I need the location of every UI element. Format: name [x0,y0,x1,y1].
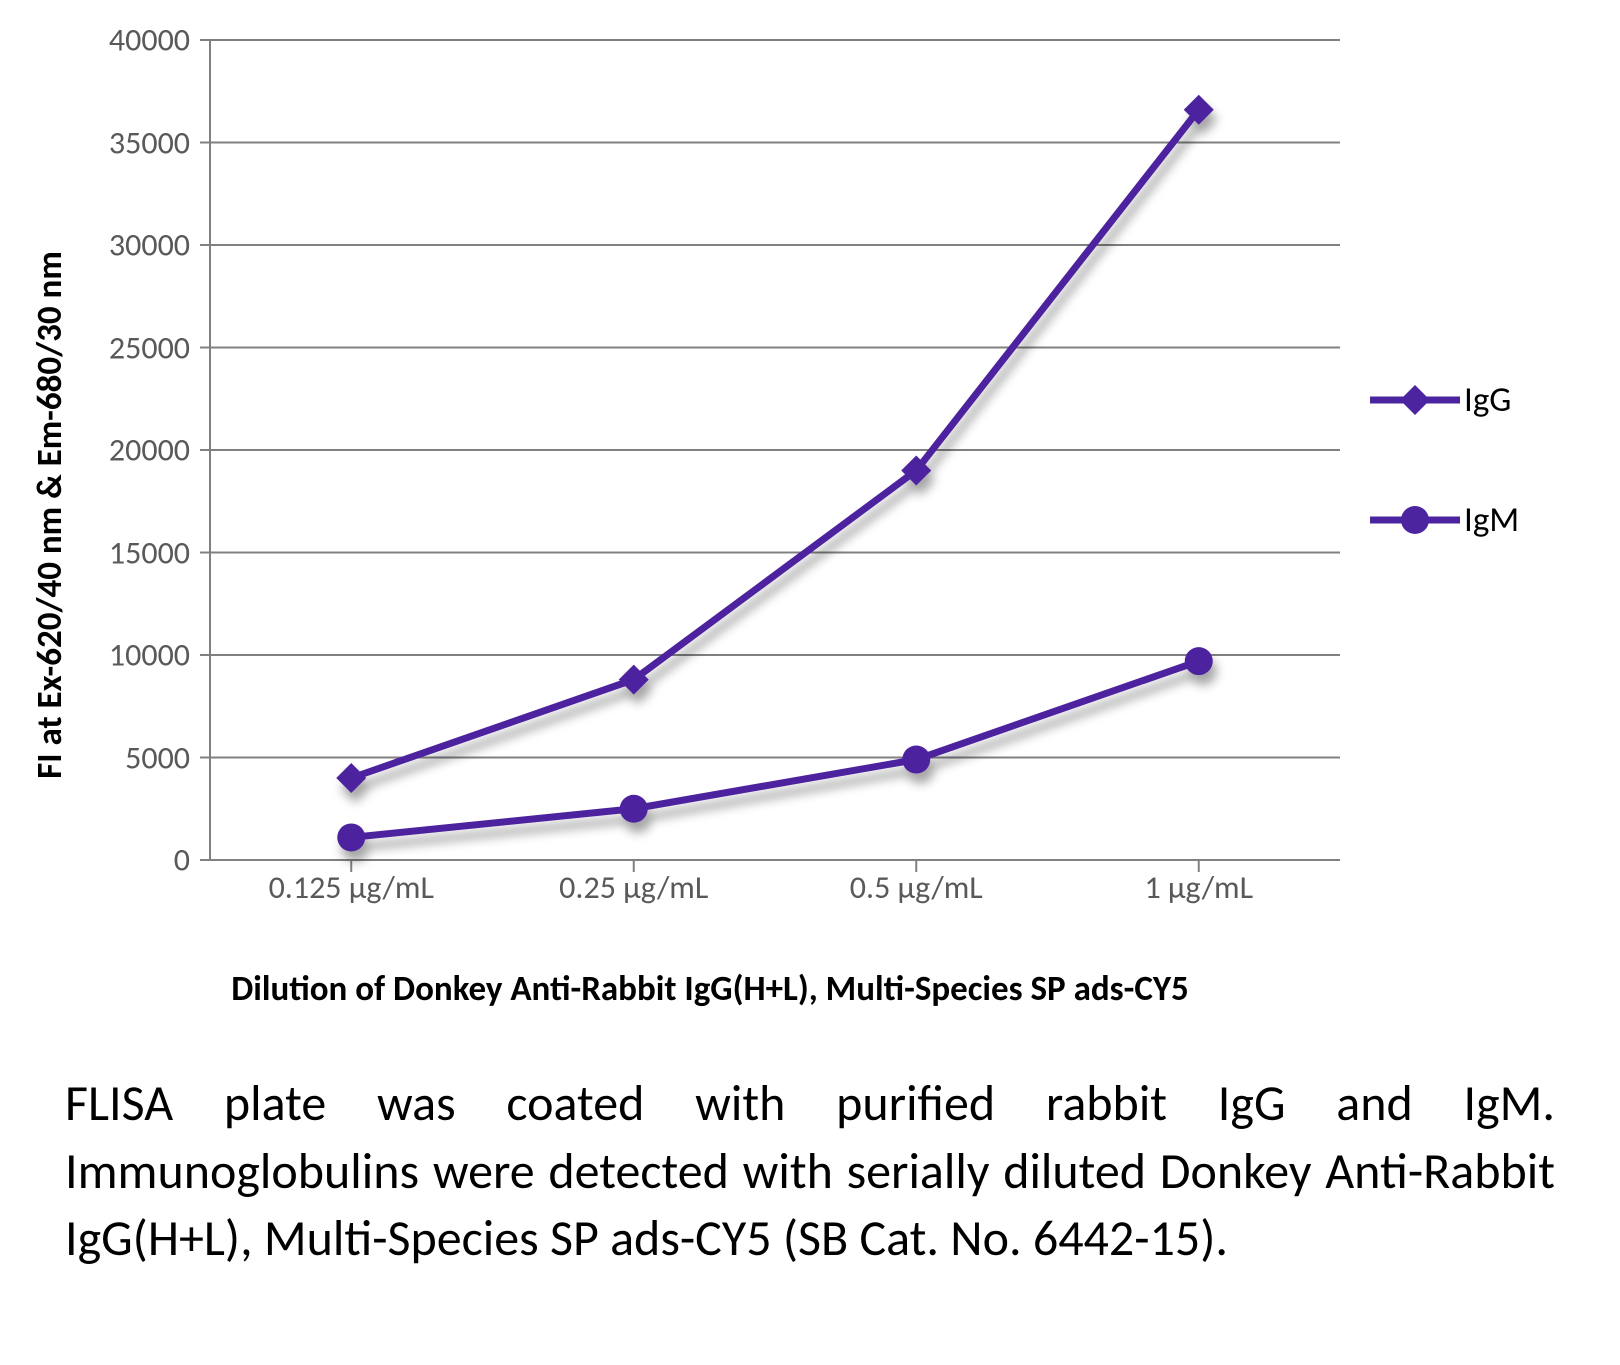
y-tick-label: 5000 [70,738,190,777]
chart-area: FI at Ex-620/40 nm & Em-680/30 nm IgGIgM… [40,20,1580,1010]
legend: IgG IgM [1370,380,1570,620]
legend-label: IgG [1464,379,1511,421]
legend-label: IgM [1464,499,1519,541]
legend-marker [1370,385,1460,415]
plot-svg [210,40,1340,860]
y-tick-label: 35000 [70,123,190,162]
y-tick-label: 40000 [70,21,190,60]
y-tick-label: 25000 [70,328,190,367]
legend-marker [1370,505,1460,535]
y-tick-label: 0 [70,841,190,880]
x-tick-label: 0.125 μg/mL [269,868,434,907]
y-tick-label: 10000 [70,636,190,675]
y-tick-label: 30000 [70,226,190,265]
y-tick-label: 15000 [70,533,190,572]
legend-item: IgM [1370,500,1570,540]
x-axis-title: Dilution of Donkey Anti-Rabbit IgG(H+L),… [40,968,1380,1010]
x-tick-label: 0.5 μg/mL [850,868,983,907]
y-tick-label: 20000 [70,431,190,470]
figure-caption: FLISA plate was coated with purified rab… [65,1070,1555,1273]
figure-container: FI at Ex-620/40 nm & Em-680/30 nm IgG IgM… [0,0,1620,1365]
legend-item: IgG [1370,380,1570,420]
plot-outer [210,40,1340,860]
x-tick-label: 1 μg/mL [1144,868,1253,907]
y-axis-title: FI at Ex-620/40 nm & Em-680/30 nm [29,251,71,779]
x-tick-label: 0.25 μg/mL [559,868,708,907]
